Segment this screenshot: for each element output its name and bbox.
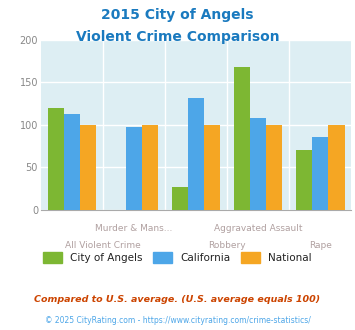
- Text: All Violent Crime: All Violent Crime: [65, 241, 141, 250]
- Text: Aggravated Assault: Aggravated Assault: [214, 224, 302, 233]
- Text: © 2025 CityRating.com - https://www.cityrating.com/crime-statistics/: © 2025 CityRating.com - https://www.city…: [45, 316, 310, 325]
- Bar: [266, 124, 283, 210]
- Bar: [80, 124, 96, 210]
- Bar: [234, 67, 250, 210]
- Text: Compared to U.S. average. (U.S. average equals 100): Compared to U.S. average. (U.S. average …: [34, 295, 321, 304]
- Text: Rape: Rape: [309, 241, 332, 250]
- Bar: [312, 137, 328, 210]
- Bar: [296, 150, 312, 210]
- Text: Murder & Mans...: Murder & Mans...: [95, 224, 173, 233]
- Bar: [250, 118, 266, 210]
- Legend: City of Angels, California, National: City of Angels, California, National: [39, 248, 316, 267]
- Text: 2015 City of Angels: 2015 City of Angels: [101, 8, 254, 22]
- Bar: [204, 124, 220, 210]
- Text: Robbery: Robbery: [208, 241, 246, 250]
- Bar: [328, 124, 345, 210]
- Bar: [64, 115, 80, 210]
- Bar: [48, 109, 64, 210]
- Bar: [126, 127, 142, 210]
- Bar: [172, 186, 188, 210]
- Bar: [188, 98, 204, 210]
- Bar: [142, 124, 158, 210]
- Text: Violent Crime Comparison: Violent Crime Comparison: [76, 30, 279, 44]
